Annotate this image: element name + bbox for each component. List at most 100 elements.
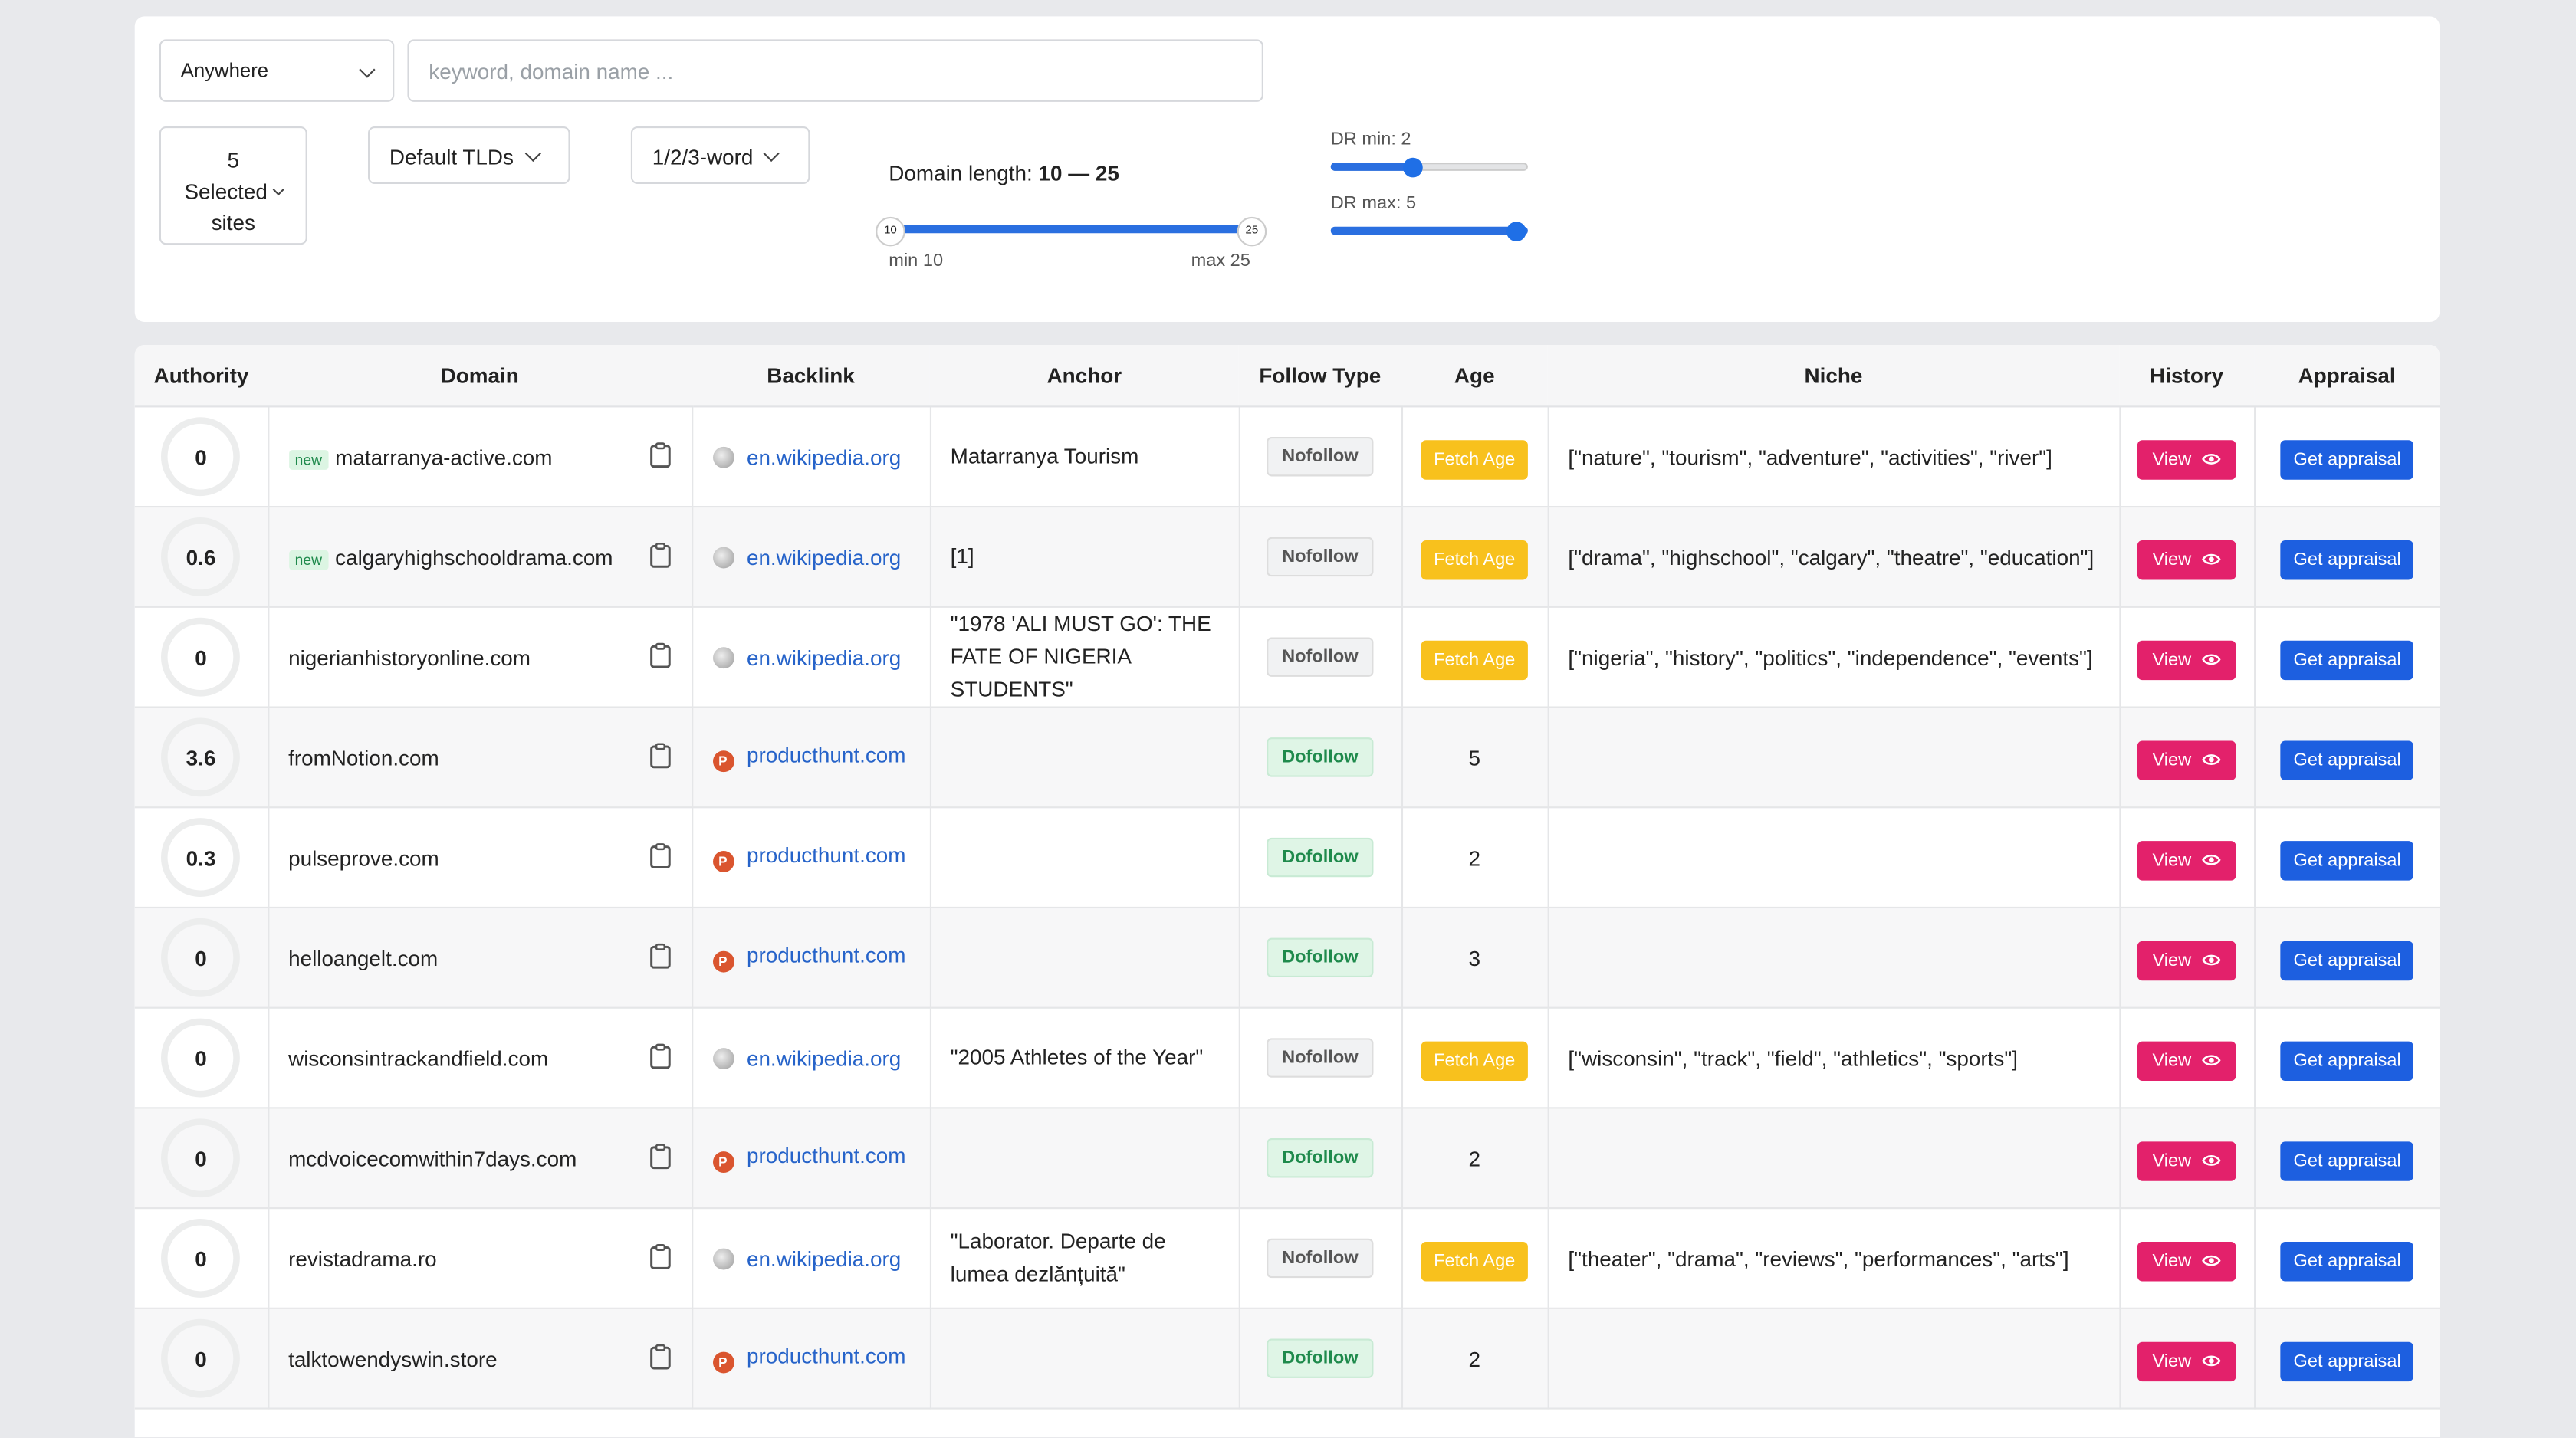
sites-select[interactable]: 5 Selected sites bbox=[159, 126, 307, 245]
appraisal-cell: Get appraisal bbox=[2254, 1108, 2440, 1210]
backlink[interactable]: producthunt.com bbox=[746, 842, 906, 868]
age-cell: 2 bbox=[1401, 1108, 1549, 1210]
age-cell: 2 bbox=[1401, 807, 1549, 909]
column-header: Anchor bbox=[929, 345, 1239, 408]
eye-icon bbox=[2191, 550, 2221, 570]
copy-icon[interactable] bbox=[648, 541, 671, 573]
copy-icon[interactable] bbox=[648, 742, 671, 773]
copy-icon[interactable] bbox=[648, 1142, 671, 1174]
column-header: Authority bbox=[134, 345, 268, 408]
domain-group: new calgaryhighschooldrama.com bbox=[288, 544, 613, 570]
domain: revistadrama.ro bbox=[288, 1246, 437, 1271]
backlink[interactable]: producthunt.com bbox=[746, 1143, 906, 1168]
backlink[interactable]: en.wikipedia.org bbox=[746, 1045, 902, 1071]
copy-icon[interactable] bbox=[648, 642, 671, 673]
length-min-handle[interactable]: 10 bbox=[876, 216, 905, 247]
dr-max-handle[interactable] bbox=[1506, 222, 1526, 242]
age[interactable]: Fetch Age bbox=[1421, 1240, 1529, 1281]
age[interactable]: Fetch Age bbox=[1421, 439, 1529, 479]
follow-cell: Nofollow bbox=[1238, 406, 1402, 508]
copy-icon[interactable] bbox=[648, 441, 671, 472]
copy-icon[interactable] bbox=[648, 1243, 671, 1274]
appraisal-button[interactable]: Get appraisal bbox=[2280, 439, 2414, 479]
backlink-cell: en.wikipedia.org bbox=[692, 406, 931, 508]
backlink[interactable]: en.wikipedia.org bbox=[746, 645, 902, 670]
row: 0 nigerianhistoryonline.com en.wikipedia.o… bbox=[134, 606, 2440, 708]
table-body: 0 new matarranya-active.com en.wikipedia.or… bbox=[134, 406, 2440, 1410]
row: 0 new matarranya-active.com en.wikipedia.or… bbox=[134, 406, 2440, 508]
domain-wrap: revistadrama.ro bbox=[288, 1243, 671, 1274]
view-button[interactable]: View bbox=[2137, 740, 2236, 780]
appraisal-button[interactable]: Get appraisal bbox=[2280, 1040, 2414, 1080]
niche-cell: ["drama", "highschool", "calgary", "thea… bbox=[1547, 507, 2121, 608]
site-icon bbox=[711, 546, 734, 568]
backlink[interactable]: en.wikipedia.org bbox=[746, 444, 902, 469]
copy-icon[interactable] bbox=[648, 942, 671, 973]
follow-cell: Nofollow bbox=[1238, 1007, 1402, 1109]
authority-cell: 0 bbox=[134, 907, 269, 1009]
history-cell: View bbox=[2119, 507, 2256, 608]
niche: ["nature", "tourism", "adventure", "acti… bbox=[1568, 444, 2052, 469]
view-button[interactable]: View bbox=[2137, 439, 2236, 479]
location-select[interactable]: Anywhere bbox=[159, 39, 395, 102]
appraisal-button[interactable]: Get appraisal bbox=[2280, 840, 2414, 880]
search-input[interactable]: keyword, domain name ... bbox=[407, 39, 1263, 102]
authority: 3.6 bbox=[161, 717, 241, 797]
appraisal-button[interactable]: Get appraisal bbox=[2280, 1141, 2414, 1180]
appraisal-button[interactable]: Get appraisal bbox=[2280, 1240, 2414, 1281]
domain-cell: pulseprove.com bbox=[268, 807, 693, 909]
age-cell: Fetch Age bbox=[1401, 507, 1549, 608]
domain-length: Domain length: 10 — 25 bbox=[889, 161, 1119, 185]
authority: 0 bbox=[161, 1219, 241, 1298]
backlink[interactable]: en.wikipedia.org bbox=[746, 544, 902, 570]
follow-cell: Dofollow bbox=[1238, 1308, 1402, 1410]
niche-cell bbox=[1547, 707, 2121, 809]
appraisal-button[interactable]: Get appraisal bbox=[2280, 639, 2414, 680]
sites-suffix: sites bbox=[211, 210, 255, 235]
tld-select[interactable]: Default TLDs bbox=[368, 126, 570, 185]
view-button[interactable]: View bbox=[2137, 539, 2236, 579]
age-cell: 2 bbox=[1401, 1308, 1549, 1410]
copy-icon[interactable] bbox=[648, 1343, 671, 1374]
copy-icon[interactable] bbox=[648, 842, 671, 873]
eye-icon bbox=[2191, 1251, 2221, 1271]
authority-cell: 0 bbox=[134, 1108, 269, 1210]
view-button[interactable]: View bbox=[2137, 1341, 2236, 1381]
age[interactable]: Fetch Age bbox=[1421, 639, 1529, 680]
anchor-cell bbox=[929, 807, 1240, 909]
site-icon bbox=[711, 1047, 734, 1069]
view-button[interactable]: View bbox=[2137, 639, 2236, 680]
backlink[interactable]: en.wikipedia.org bbox=[746, 1246, 902, 1271]
authority-cell: 0.3 bbox=[134, 807, 269, 909]
view-button[interactable]: View bbox=[2137, 940, 2236, 980]
words: 1/2/3-word bbox=[652, 144, 754, 169]
domain-cell: wisconsintrackandfield.com bbox=[268, 1007, 693, 1109]
niche-cell: ["wisconsin", "track", "field", "athleti… bbox=[1547, 1007, 2121, 1109]
view-button[interactable]: View bbox=[2137, 1240, 2236, 1281]
backlink[interactable]: producthunt.com bbox=[746, 1343, 906, 1369]
domain-wrap: new matarranya-active.com bbox=[288, 441, 671, 472]
domain-cell: new matarranya-active.com bbox=[268, 406, 693, 508]
eye-icon bbox=[2191, 850, 2221, 870]
authority-cell: 0 bbox=[134, 1007, 269, 1109]
appraisal-button[interactable]: Get appraisal bbox=[2280, 740, 2414, 780]
view-button[interactable]: View bbox=[2137, 840, 2236, 880]
dr-min-handle[interactable] bbox=[1403, 157, 1423, 178]
length-max-handle[interactable]: 25 bbox=[1237, 216, 1267, 247]
age[interactable]: Fetch Age bbox=[1421, 1040, 1529, 1080]
copy-icon[interactable] bbox=[648, 1042, 671, 1074]
view-button[interactable]: View bbox=[2137, 1040, 2236, 1080]
backlink[interactable]: producthunt.com bbox=[746, 742, 906, 767]
age[interactable]: Fetch Age bbox=[1421, 539, 1529, 579]
results-table: Authority Domain Backlink Anchor Follow Type… bbox=[134, 345, 2440, 1410]
words-select[interactable]: 1/2/3-word bbox=[630, 126, 810, 185]
domain-cell: helloangelt.com bbox=[268, 907, 693, 1009]
slider-max-label: max 25 bbox=[1191, 251, 1250, 271]
appraisal-button[interactable]: Get appraisal bbox=[2280, 1341, 2414, 1381]
length-track bbox=[889, 225, 1250, 234]
appraisal-button[interactable]: Get appraisal bbox=[2280, 940, 2414, 980]
appraisal-button[interactable]: Get appraisal bbox=[2280, 539, 2414, 579]
view-button[interactable]: View bbox=[2137, 1141, 2236, 1180]
backlink[interactable]: producthunt.com bbox=[746, 943, 906, 968]
